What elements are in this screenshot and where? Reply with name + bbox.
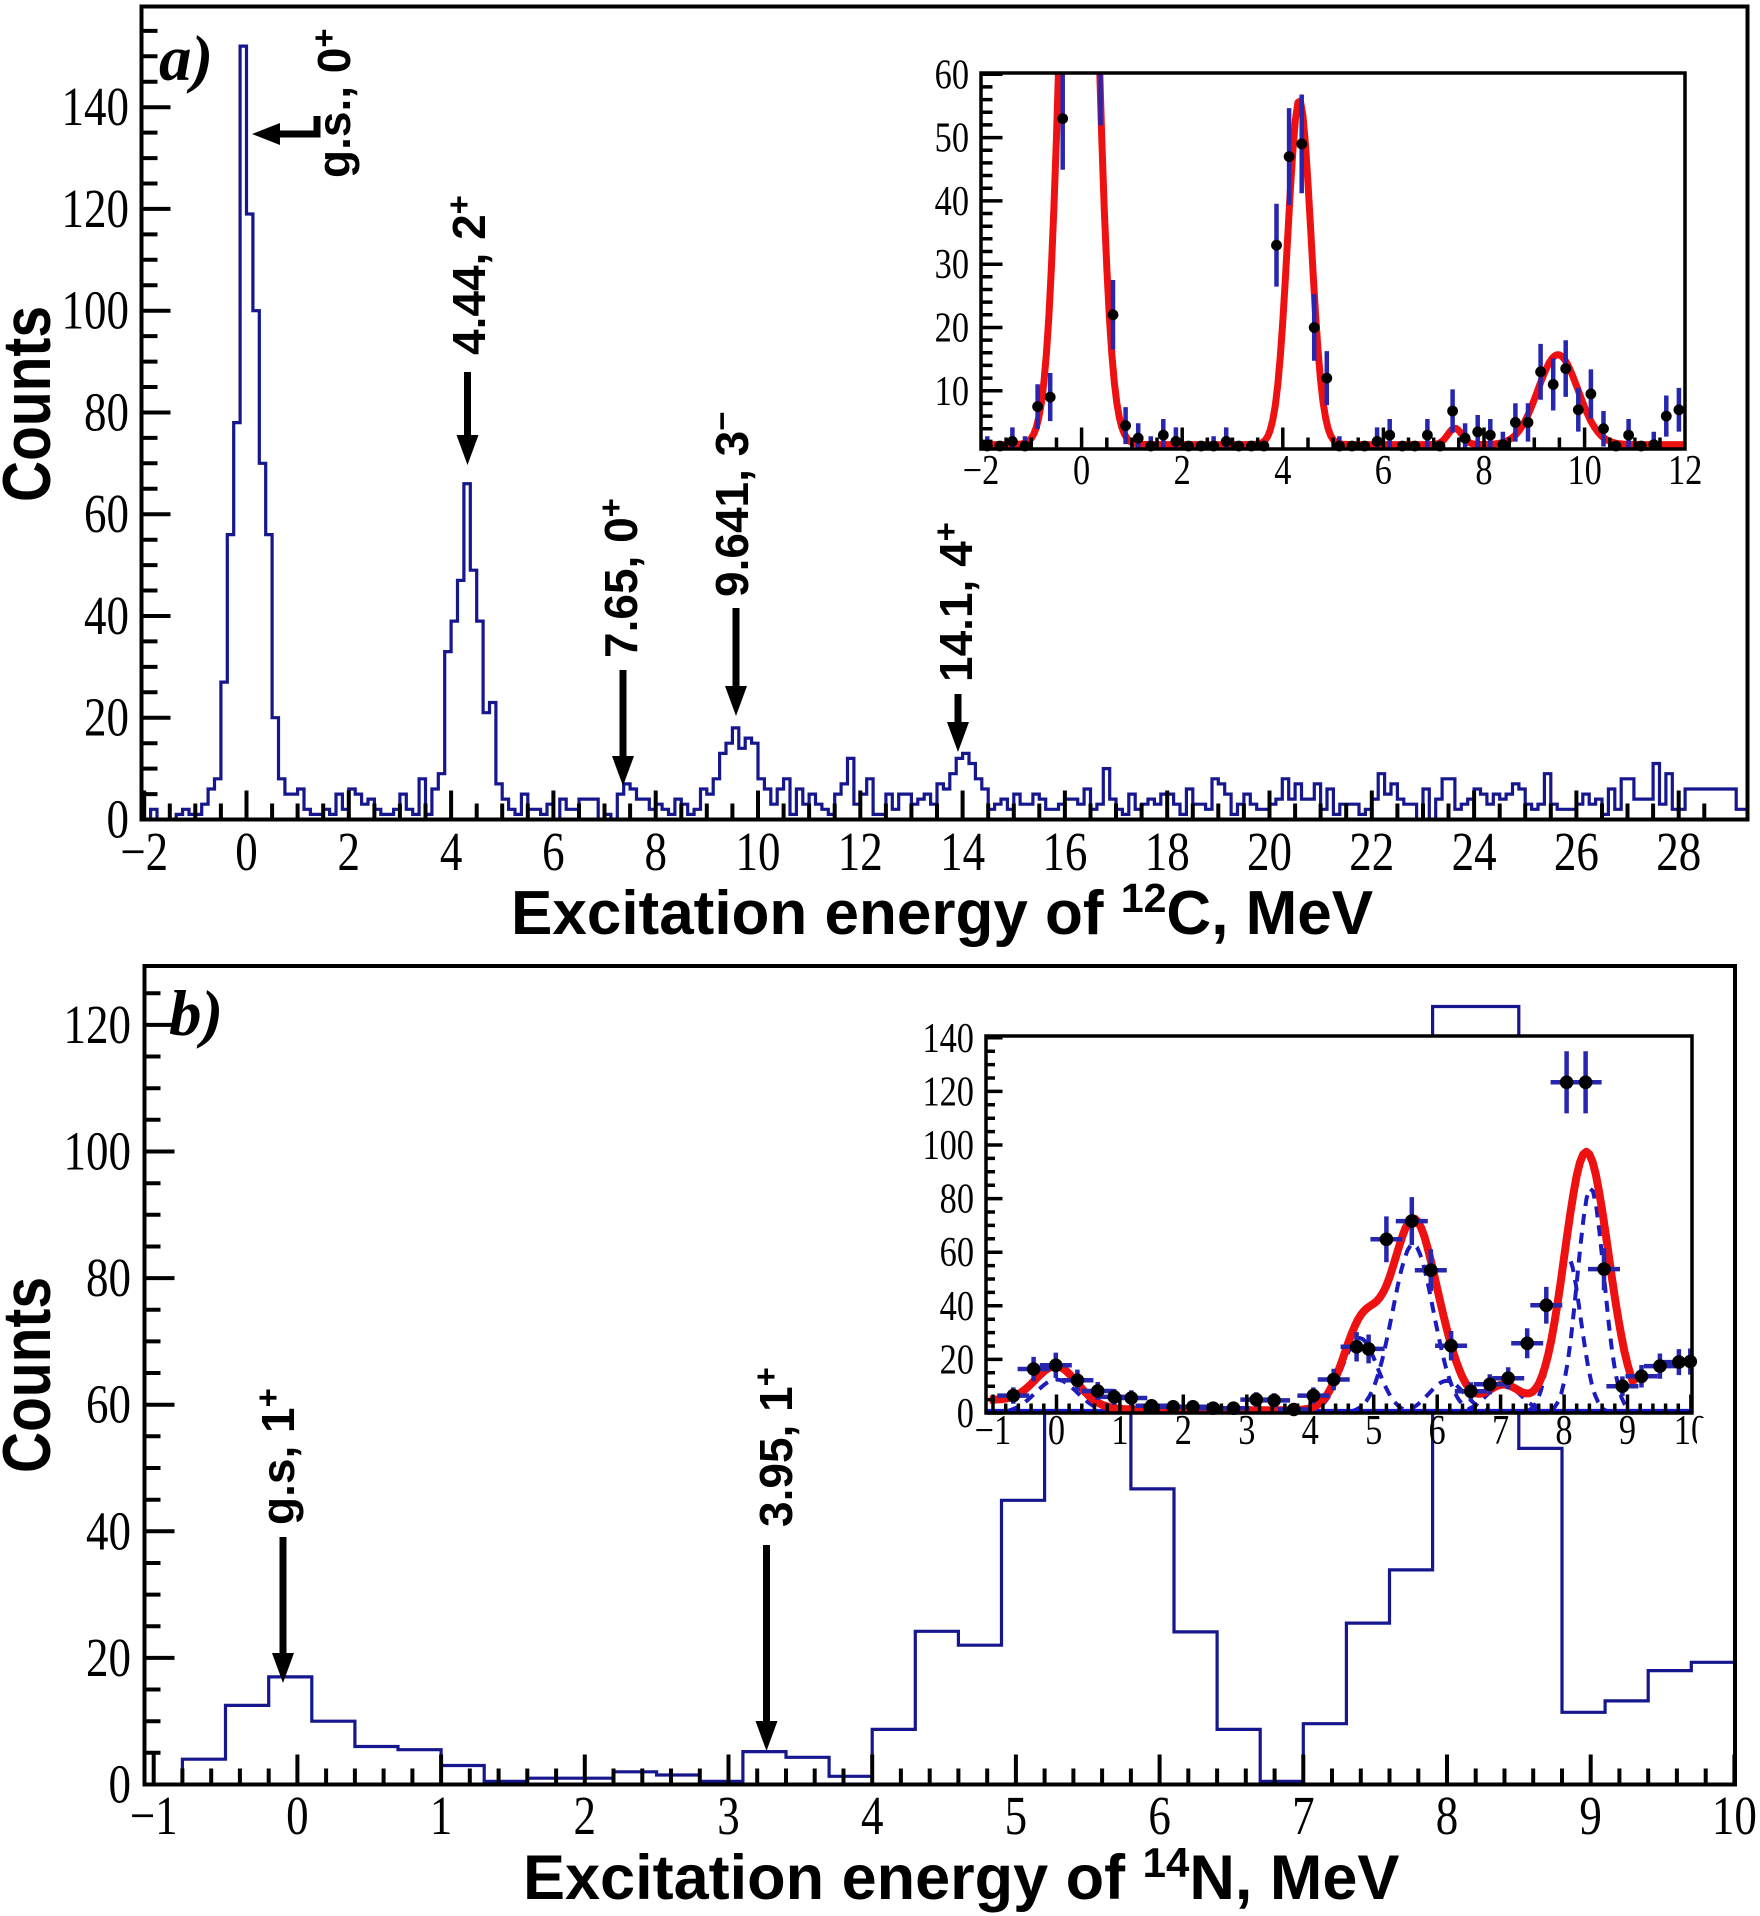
svg-text:5: 5 xyxy=(1365,1408,1382,1454)
svg-text:24: 24 xyxy=(1452,821,1497,882)
svg-text:120: 120 xyxy=(62,178,129,239)
svg-text:100: 100 xyxy=(922,1123,974,1169)
svg-text:80: 80 xyxy=(86,1247,131,1308)
svg-text:10: 10 xyxy=(1712,1785,1757,1846)
svg-text:60: 60 xyxy=(86,1373,131,1434)
svg-text:30: 30 xyxy=(935,242,969,288)
svg-text:9.641, 3−: 9.641, 3− xyxy=(703,411,758,597)
svg-text:28: 28 xyxy=(1656,821,1701,882)
svg-text:4.44, 2+: 4.44, 2+ xyxy=(440,195,495,355)
svg-text:g.s, 1+: g.s, 1+ xyxy=(249,1388,304,1525)
svg-text:5: 5 xyxy=(1005,1785,1027,1846)
svg-text:8: 8 xyxy=(1475,448,1492,494)
svg-text:4: 4 xyxy=(861,1785,883,1846)
svg-text:14.1, 4+: 14.1, 4+ xyxy=(927,522,982,682)
svg-text:8: 8 xyxy=(644,821,666,882)
svg-text:3: 3 xyxy=(1238,1408,1255,1454)
svg-text:3.95, 1+: 3.95, 1+ xyxy=(747,1367,802,1527)
svg-text:140: 140 xyxy=(922,1016,974,1062)
svg-text:50: 50 xyxy=(935,115,969,161)
svg-text:20: 20 xyxy=(940,1337,974,1383)
svg-text:18: 18 xyxy=(1145,821,1190,882)
svg-text:60: 60 xyxy=(935,52,969,98)
svg-text:16: 16 xyxy=(1042,821,1087,882)
svg-text:22: 22 xyxy=(1349,821,1394,882)
svg-text:Excitation energy of 12C, MeV: Excitation energy of 12C, MeV xyxy=(511,875,1373,948)
svg-text:9: 9 xyxy=(1619,1408,1636,1454)
svg-text:6: 6 xyxy=(1375,448,1392,494)
svg-text:2: 2 xyxy=(1174,448,1191,494)
svg-text:1: 1 xyxy=(1111,1408,1128,1454)
svg-text:10: 10 xyxy=(1567,448,1601,494)
svg-text:20: 20 xyxy=(935,305,969,351)
svg-text:120: 120 xyxy=(63,994,130,1055)
svg-text:0: 0 xyxy=(108,1753,130,1814)
svg-text:Counts: Counts xyxy=(0,306,65,502)
svg-text:26: 26 xyxy=(1554,821,1599,882)
svg-text:b): b) xyxy=(169,978,223,1050)
svg-text:g.s., 0+: g.s., 0+ xyxy=(305,28,360,178)
svg-text:100: 100 xyxy=(62,279,129,340)
svg-text:6: 6 xyxy=(542,821,564,882)
svg-text:6: 6 xyxy=(1429,1408,1446,1454)
svg-text:0: 0 xyxy=(957,1391,974,1437)
svg-text:4: 4 xyxy=(440,821,462,882)
svg-text:−2: −2 xyxy=(963,448,1000,494)
svg-text:0: 0 xyxy=(1048,1408,1065,1454)
svg-text:40: 40 xyxy=(940,1284,974,1330)
svg-text:6: 6 xyxy=(1148,1785,1170,1846)
svg-text:2: 2 xyxy=(338,821,360,882)
svg-text:20: 20 xyxy=(86,1627,131,1688)
svg-text:−1: −1 xyxy=(130,1785,178,1846)
svg-text:60: 60 xyxy=(84,483,129,544)
svg-text:120: 120 xyxy=(922,1069,974,1115)
svg-text:7: 7 xyxy=(1492,1408,1509,1454)
svg-text:40: 40 xyxy=(86,1500,131,1561)
svg-text:a): a) xyxy=(159,23,213,95)
svg-text:40: 40 xyxy=(84,585,129,646)
svg-text:7.65, 0+: 7.65, 0+ xyxy=(592,498,647,658)
svg-text:0: 0 xyxy=(235,821,257,882)
svg-text:3: 3 xyxy=(717,1785,739,1846)
svg-text:60: 60 xyxy=(940,1230,974,1276)
svg-text:40: 40 xyxy=(935,179,969,225)
svg-text:2: 2 xyxy=(574,1785,596,1846)
svg-text:0: 0 xyxy=(286,1785,308,1846)
svg-text:2: 2 xyxy=(1175,1408,1192,1454)
svg-text:80: 80 xyxy=(84,381,129,442)
svg-text:10: 10 xyxy=(935,369,969,415)
svg-text:0: 0 xyxy=(1073,448,1090,494)
svg-text:20: 20 xyxy=(1247,821,1292,882)
svg-text:100: 100 xyxy=(63,1120,130,1181)
svg-text:14: 14 xyxy=(940,821,985,882)
svg-text:7: 7 xyxy=(1292,1785,1314,1846)
svg-text:−1: −1 xyxy=(975,1408,1012,1454)
svg-text:Counts: Counts xyxy=(0,1277,65,1473)
svg-text:12: 12 xyxy=(838,821,883,882)
svg-text:10: 10 xyxy=(736,821,781,882)
svg-text:8: 8 xyxy=(1555,1408,1572,1454)
svg-text:20: 20 xyxy=(84,686,129,747)
svg-text:9: 9 xyxy=(1579,1785,1601,1846)
svg-text:Excitation energy of 14N, MeV: Excitation energy of 14N, MeV xyxy=(523,1839,1399,1913)
svg-text:80: 80 xyxy=(940,1176,974,1222)
svg-text:4: 4 xyxy=(1302,1408,1319,1454)
svg-text:0: 0 xyxy=(107,788,129,849)
svg-text:4: 4 xyxy=(1274,448,1291,494)
svg-text:12: 12 xyxy=(1668,448,1702,494)
svg-text:−2: −2 xyxy=(120,821,168,882)
svg-text:8: 8 xyxy=(1436,1785,1458,1846)
svg-text:1: 1 xyxy=(430,1785,452,1846)
svg-text:140: 140 xyxy=(62,76,129,137)
